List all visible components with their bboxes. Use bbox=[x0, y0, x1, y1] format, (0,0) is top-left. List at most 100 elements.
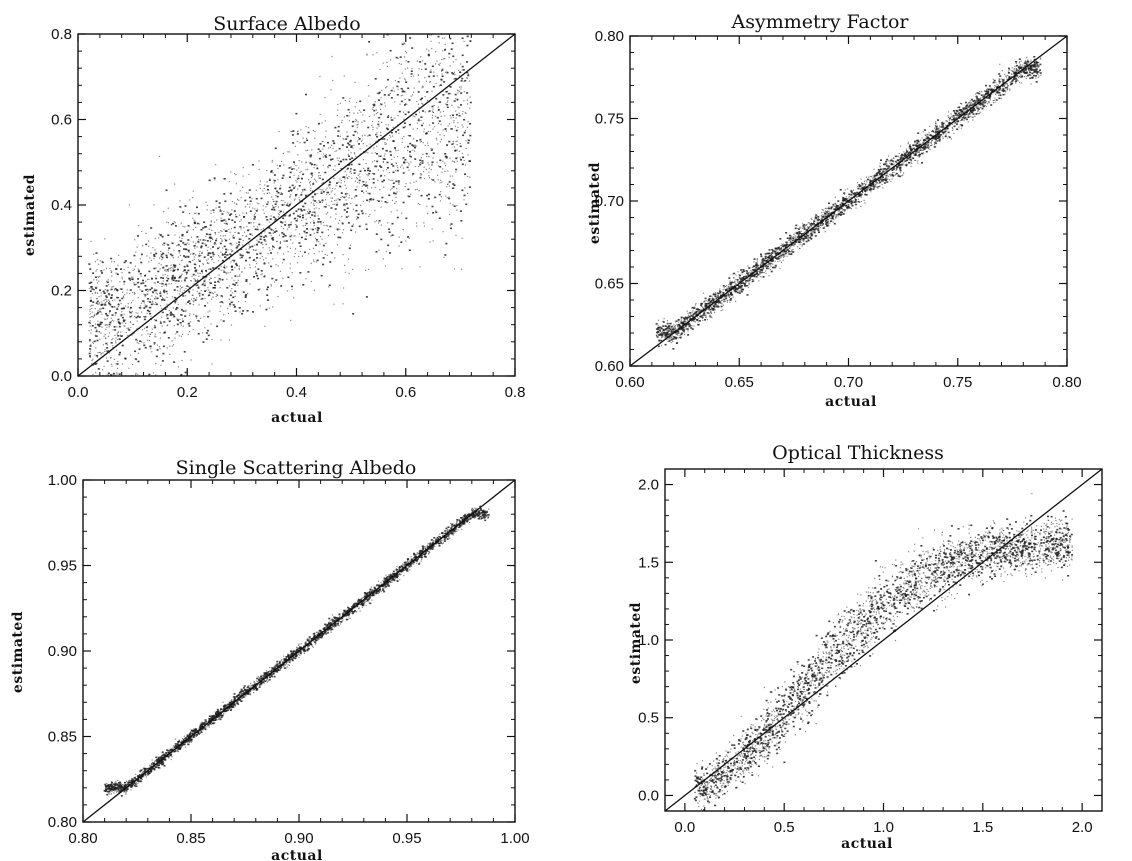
scatter-point bbox=[886, 177, 888, 179]
scatter-point bbox=[345, 187, 347, 189]
scatter-point bbox=[794, 227, 797, 230]
scatter-point bbox=[215, 200, 218, 202]
scatter-point bbox=[201, 251, 203, 253]
scatter-point bbox=[151, 328, 153, 330]
scatter-point bbox=[935, 138, 937, 141]
scatter-point bbox=[783, 254, 785, 256]
scatter-point bbox=[233, 284, 236, 286]
scatter-point bbox=[899, 167, 902, 170]
scatter-point bbox=[354, 153, 356, 155]
scatter-point bbox=[888, 160, 890, 162]
scatter-point bbox=[342, 204, 345, 207]
scatter-point bbox=[271, 229, 273, 231]
scatter-point bbox=[340, 167, 342, 170]
scatter-point bbox=[296, 133, 299, 135]
scatter-point bbox=[452, 204, 454, 206]
scatter-point bbox=[940, 134, 942, 136]
scatter-point bbox=[205, 201, 207, 203]
scatter-point bbox=[887, 175, 889, 177]
scatter-point bbox=[391, 222, 394, 225]
scatter-point bbox=[392, 87, 394, 89]
scatter-point bbox=[401, 268, 403, 270]
scatter-point bbox=[1022, 75, 1024, 77]
scatter-point bbox=[178, 335, 180, 337]
scatter-point bbox=[166, 296, 168, 298]
scatter-point bbox=[774, 247, 777, 250]
scatter-point bbox=[1009, 69, 1011, 71]
scatter-point bbox=[131, 312, 133, 314]
scatter-point bbox=[346, 168, 348, 171]
scatter-point bbox=[107, 335, 109, 337]
scatter-point bbox=[175, 308, 178, 311]
scatter-point bbox=[225, 273, 227, 275]
scatter-point bbox=[404, 159, 407, 161]
scatter-point bbox=[134, 265, 136, 267]
scatter-point bbox=[455, 171, 457, 173]
scatter-point bbox=[200, 290, 202, 292]
scatter-point bbox=[283, 164, 285, 166]
scatter-point bbox=[89, 355, 91, 357]
scatter-point bbox=[241, 271, 243, 273]
scatter-point bbox=[150, 259, 152, 261]
scatter-point bbox=[210, 277, 212, 279]
scatter-point bbox=[899, 158, 902, 161]
scatter-point bbox=[329, 261, 332, 263]
scatter-point bbox=[953, 116, 955, 118]
scatter-point bbox=[270, 235, 272, 237]
scatter-point bbox=[217, 260, 219, 262]
scatter-point bbox=[135, 372, 137, 374]
scatter-point bbox=[338, 157, 340, 159]
scatter-point bbox=[293, 174, 295, 176]
scatter-point bbox=[949, 116, 951, 118]
scatter-point bbox=[436, 116, 439, 119]
scatter-point bbox=[387, 78, 389, 81]
scatter-point bbox=[341, 144, 344, 146]
scatter-point bbox=[122, 320, 125, 323]
scatter-point bbox=[176, 286, 179, 288]
scatter-point bbox=[714, 311, 716, 313]
scatter-point bbox=[116, 326, 118, 328]
scatter-point bbox=[188, 212, 191, 215]
scatter-point bbox=[106, 326, 108, 328]
scatter-point bbox=[213, 242, 216, 244]
scatter-point bbox=[308, 213, 310, 215]
scatter-point bbox=[287, 202, 289, 204]
scatter-point bbox=[430, 40, 432, 42]
scatter-point bbox=[334, 169, 336, 171]
scatter-point bbox=[185, 255, 187, 257]
scatter-point bbox=[766, 252, 769, 255]
scatter-point bbox=[191, 275, 193, 278]
scatter-point bbox=[101, 272, 103, 274]
scatter-point bbox=[135, 284, 137, 286]
scatter-point bbox=[385, 202, 387, 204]
scatter-point bbox=[121, 278, 123, 280]
scatter-point bbox=[343, 138, 345, 140]
scatter-point bbox=[132, 324, 134, 326]
scatter-point bbox=[321, 238, 323, 240]
scatter-point bbox=[118, 325, 121, 328]
scatter-point bbox=[89, 308, 91, 310]
scatter-point bbox=[181, 273, 183, 275]
scatter-point bbox=[150, 252, 152, 254]
scatter-point bbox=[925, 134, 927, 137]
scatter-point bbox=[404, 146, 406, 149]
scatter-point bbox=[256, 226, 258, 228]
scatter-point bbox=[348, 247, 351, 250]
scatter-point bbox=[317, 227, 320, 230]
scatter-point bbox=[353, 131, 355, 133]
scatter-point bbox=[314, 213, 316, 215]
scatter-point bbox=[729, 280, 731, 282]
scatter-point bbox=[177, 280, 180, 282]
scatter-point bbox=[343, 209, 346, 211]
scatter-point bbox=[117, 303, 120, 306]
scatter-point bbox=[680, 332, 683, 335]
scatter-point bbox=[305, 218, 307, 220]
scatter-point bbox=[132, 363, 134, 366]
scatter-point bbox=[219, 209, 221, 211]
scatter-point bbox=[97, 276, 99, 278]
scatter-point bbox=[166, 293, 168, 295]
scatter-point bbox=[416, 122, 418, 124]
scatter-point bbox=[461, 113, 464, 115]
scatter-point bbox=[160, 364, 162, 366]
scatter-point bbox=[152, 291, 155, 294]
